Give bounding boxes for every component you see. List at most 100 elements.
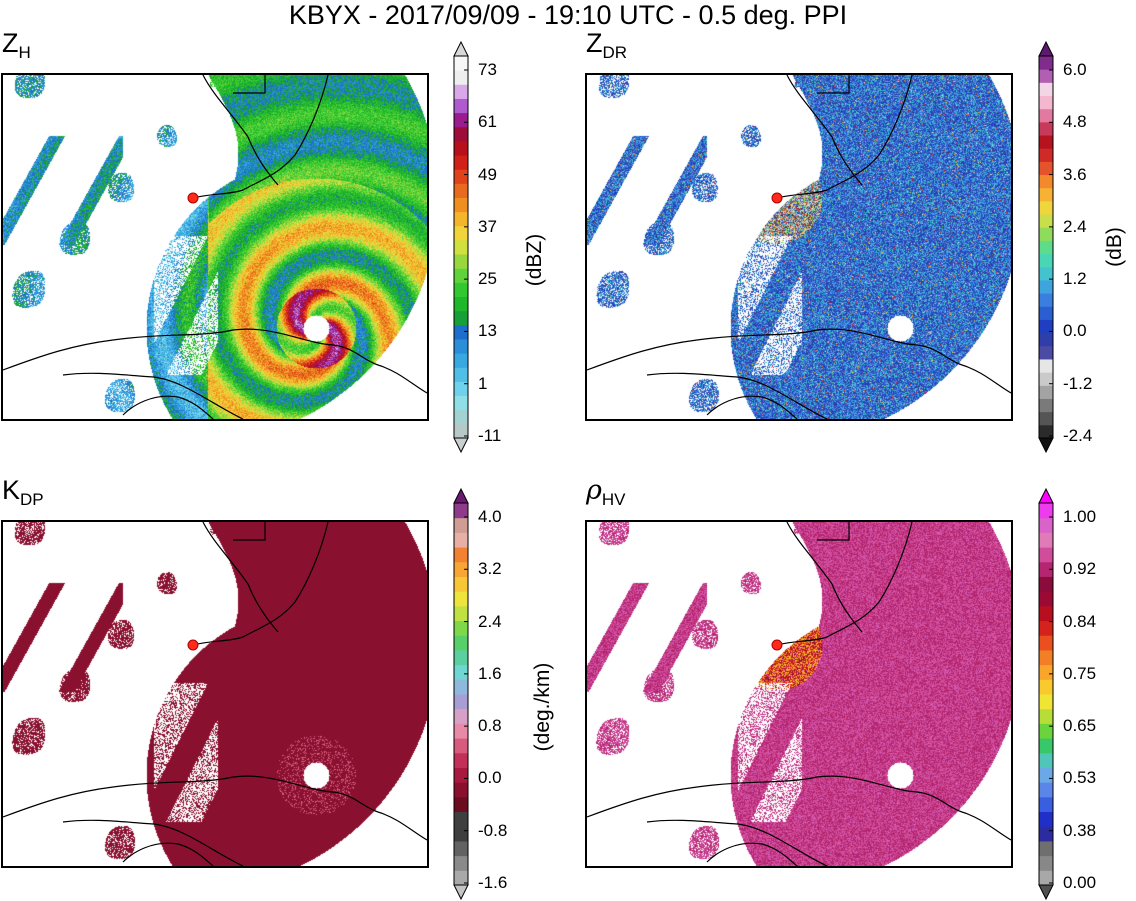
radar-map-zh bbox=[1, 73, 429, 421]
colorbar-zdr: 6.0 4.8 3.6 2.4 1.2 0.0 -1.2 -2.4 bbox=[1036, 40, 1106, 454]
colorbar-swatch bbox=[454, 140, 468, 156]
coastline bbox=[786, 522, 863, 633]
colorbar-svg bbox=[1038, 40, 1054, 454]
colorbar-swatch bbox=[1039, 121, 1053, 136]
coastline bbox=[3, 775, 427, 841]
colorbar-tick-label: -0.8 bbox=[478, 820, 508, 840]
radar-field bbox=[3, 522, 427, 866]
figure-title: KBYX - 2017/09/09 - 19:10 UTC - 0.5 deg.… bbox=[288, 0, 848, 30]
colorbar-swatch bbox=[454, 649, 468, 666]
colorbar-swatch bbox=[1039, 782, 1053, 798]
colorbar-swatch bbox=[454, 225, 468, 241]
colorbar-tick-label: -2.4 bbox=[1063, 426, 1093, 445]
colorbar-swatch bbox=[1039, 840, 1053, 857]
radar-site-marker bbox=[771, 639, 783, 651]
colorbar-tick-label: 1.6 bbox=[478, 663, 502, 683]
colorbar-swatch bbox=[454, 197, 468, 213]
colorbar-swatch bbox=[454, 155, 468, 170]
colorbar-tick-label: 0.00 bbox=[1063, 873, 1097, 892]
colorbar-swatch bbox=[454, 310, 468, 326]
coastline bbox=[776, 522, 913, 646]
colorbar-swatch bbox=[1039, 240, 1053, 255]
colorbar-swatch bbox=[1039, 532, 1053, 548]
colorbar-swatch bbox=[1039, 187, 1053, 202]
colorbar-swatch bbox=[1039, 679, 1053, 695]
coastline bbox=[202, 522, 279, 633]
colorbar-swatch bbox=[454, 126, 468, 142]
colorbar-swatch bbox=[1039, 796, 1053, 813]
colorbar-zh: 73 61 49 37 25 13 1 -11 bbox=[451, 40, 521, 454]
colorbar-swatch bbox=[1039, 306, 1053, 320]
colorbar-tick-label: 25 bbox=[478, 269, 497, 289]
colorbar-swatch bbox=[1039, 319, 1053, 334]
colorbar-tick-label: 6.0 bbox=[1063, 60, 1087, 79]
colorbar-swatch bbox=[454, 855, 468, 871]
colorbar-swatch bbox=[454, 767, 468, 783]
colorbar-tick-label: 61 bbox=[478, 112, 497, 132]
colorbar-extend-max bbox=[1038, 487, 1054, 504]
colorbar-swatch bbox=[1039, 547, 1053, 563]
colorbar-swatch bbox=[454, 503, 468, 519]
coastline bbox=[817, 522, 850, 541]
colorbar-swatch bbox=[454, 547, 468, 563]
colorbar-svg bbox=[453, 40, 469, 454]
radar-field bbox=[587, 75, 1011, 419]
colorbar-svg bbox=[453, 487, 469, 901]
colorbar-swatch bbox=[1039, 372, 1053, 386]
colorbar-tick-label: -1.2 bbox=[1063, 373, 1093, 393]
colorbar-swatch bbox=[454, 381, 468, 397]
colorbar-tick-label: 13 bbox=[478, 321, 497, 341]
panel-title-sub: HV bbox=[601, 490, 626, 509]
colorbar-tick-label: 2.4 bbox=[1063, 216, 1087, 236]
panel-title-sub: H bbox=[18, 43, 31, 62]
colorbar-tick-label: 37 bbox=[478, 216, 497, 236]
panel-title-zh: ZH bbox=[2, 28, 31, 62]
colorbar-swatch bbox=[1039, 870, 1053, 886]
colorbar-swatch bbox=[454, 169, 468, 184]
colorbar-extend-min bbox=[453, 884, 469, 901]
colorbar-swatch bbox=[454, 239, 468, 255]
coastline bbox=[776, 75, 913, 199]
colorbar-tick-label: 3.2 bbox=[478, 559, 502, 579]
colorbar-swatch bbox=[454, 268, 468, 283]
colorbar-swatch bbox=[454, 620, 468, 636]
colorbar-swatch bbox=[1039, 635, 1053, 651]
colorbar-swatch bbox=[1039, 649, 1053, 666]
colorbar-swatch bbox=[1039, 95, 1053, 110]
colorbar-tick-label: 4.8 bbox=[1063, 112, 1087, 132]
coastline bbox=[233, 75, 266, 94]
coastline bbox=[706, 395, 798, 419]
colorbar-swatch bbox=[1039, 161, 1053, 176]
colorbar-swatch bbox=[1039, 200, 1053, 215]
colorbar-swatch bbox=[454, 98, 468, 114]
colorbar-swatch bbox=[454, 517, 468, 533]
colorbar-swatch bbox=[1039, 517, 1053, 533]
colorbar-tick-label: 0.0 bbox=[478, 768, 502, 788]
coastline bbox=[122, 842, 214, 866]
colorbar-swatch bbox=[454, 605, 468, 622]
colorbar-swatch bbox=[454, 561, 468, 577]
coastline bbox=[122, 395, 214, 419]
coastline bbox=[817, 75, 850, 94]
colorbar-swatch bbox=[1039, 723, 1053, 739]
colorbar-swatch bbox=[1039, 82, 1053, 97]
radar-site-marker bbox=[771, 192, 783, 204]
colorbar-swatch bbox=[1039, 620, 1053, 636]
colorbar-swatch bbox=[454, 811, 468, 827]
colorbar-outline bbox=[453, 55, 469, 439]
colorbar-swatch bbox=[454, 282, 468, 298]
colorbar-swatch bbox=[454, 708, 468, 724]
coastline-overlay bbox=[3, 75, 427, 419]
colorbar-extend-min bbox=[453, 437, 469, 454]
colorbar-swatch bbox=[454, 532, 468, 548]
colorbar-swatch bbox=[1039, 227, 1053, 241]
colorbar-swatch bbox=[1039, 345, 1053, 360]
colorbar-swatch bbox=[1039, 214, 1053, 228]
colorbar-swatch bbox=[1039, 56, 1053, 70]
colorbar-tick-label: 0.75 bbox=[1063, 663, 1097, 683]
colorbar-swatch bbox=[1039, 503, 1053, 519]
colorbar-swatch bbox=[1039, 826, 1053, 842]
colorbar-swatch bbox=[454, 409, 468, 425]
colorbar-tick-label: 49 bbox=[478, 164, 497, 184]
coastline bbox=[646, 819, 828, 866]
